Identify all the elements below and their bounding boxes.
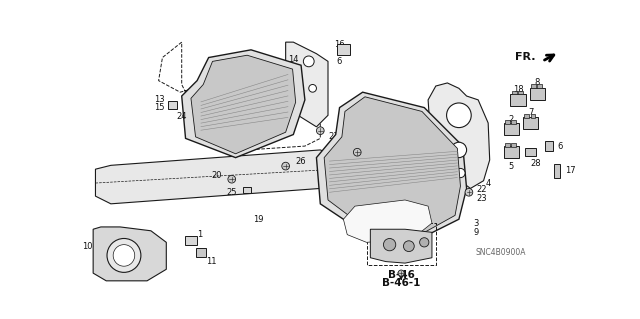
- Text: 17: 17: [565, 166, 576, 175]
- Bar: [530, 87, 545, 100]
- Polygon shape: [316, 92, 467, 239]
- Bar: [524, 114, 529, 118]
- Circle shape: [447, 103, 471, 128]
- Text: 19: 19: [253, 215, 264, 224]
- Circle shape: [398, 270, 404, 276]
- Polygon shape: [344, 200, 432, 242]
- Text: 23: 23: [477, 194, 487, 203]
- Bar: [518, 91, 523, 94]
- Circle shape: [282, 162, 289, 170]
- Circle shape: [303, 56, 314, 67]
- Text: 16: 16: [334, 40, 345, 49]
- Bar: [243, 187, 252, 193]
- Text: 12: 12: [124, 231, 134, 240]
- Circle shape: [456, 168, 465, 178]
- Text: 25: 25: [227, 188, 237, 197]
- Bar: [523, 117, 538, 129]
- Circle shape: [107, 239, 141, 272]
- Bar: [511, 143, 516, 147]
- Text: 4: 4: [486, 179, 491, 188]
- Bar: [545, 141, 553, 151]
- Circle shape: [383, 239, 396, 251]
- Text: 9: 9: [473, 228, 479, 237]
- Bar: [168, 101, 177, 109]
- Polygon shape: [428, 83, 490, 189]
- Polygon shape: [95, 150, 340, 204]
- Text: FR.: FR.: [515, 52, 536, 62]
- Polygon shape: [93, 227, 166, 281]
- Bar: [185, 236, 197, 245]
- Polygon shape: [371, 229, 432, 263]
- Text: 13: 13: [154, 95, 164, 104]
- Circle shape: [228, 175, 236, 183]
- Bar: [504, 146, 519, 159]
- Bar: [511, 120, 516, 124]
- Bar: [504, 123, 519, 135]
- Text: 26: 26: [296, 157, 307, 166]
- Text: B-46-1: B-46-1: [382, 278, 420, 288]
- Text: 1: 1: [197, 230, 202, 239]
- Circle shape: [316, 127, 324, 135]
- Text: 28: 28: [531, 159, 541, 167]
- Bar: [196, 248, 206, 256]
- Text: SNC4B0900A: SNC4B0900A: [476, 248, 527, 257]
- Text: B-46: B-46: [388, 271, 415, 280]
- Text: 6: 6: [557, 142, 563, 151]
- Text: 6: 6: [337, 57, 342, 66]
- Circle shape: [420, 238, 429, 247]
- Text: 18: 18: [513, 85, 524, 93]
- Text: 15: 15: [154, 103, 164, 112]
- Text: 3: 3: [473, 219, 479, 227]
- Polygon shape: [182, 50, 305, 158]
- Bar: [505, 143, 509, 147]
- Text: 27: 27: [364, 142, 374, 151]
- Bar: [525, 148, 536, 157]
- Circle shape: [465, 189, 473, 196]
- Bar: [531, 85, 536, 88]
- Polygon shape: [191, 55, 296, 154]
- Text: 10: 10: [83, 242, 93, 251]
- Text: 14: 14: [288, 55, 299, 64]
- Text: 11: 11: [206, 257, 217, 266]
- Text: 7: 7: [528, 108, 533, 117]
- Circle shape: [451, 142, 467, 158]
- Text: 5: 5: [509, 162, 514, 171]
- Bar: [512, 91, 516, 94]
- Circle shape: [353, 148, 361, 156]
- Text: 2: 2: [509, 115, 514, 124]
- Bar: [538, 85, 542, 88]
- Circle shape: [308, 85, 316, 92]
- Text: 8: 8: [535, 78, 540, 87]
- Text: 22: 22: [477, 185, 487, 194]
- Text: 20: 20: [211, 171, 221, 180]
- Bar: [511, 94, 526, 106]
- Bar: [554, 164, 560, 178]
- Bar: [505, 120, 509, 124]
- Bar: [531, 114, 535, 118]
- Bar: [337, 44, 349, 55]
- Text: 24: 24: [177, 112, 187, 121]
- Circle shape: [403, 241, 414, 252]
- Polygon shape: [285, 42, 328, 127]
- Text: 21: 21: [328, 132, 339, 141]
- Circle shape: [113, 245, 135, 266]
- Polygon shape: [324, 97, 460, 235]
